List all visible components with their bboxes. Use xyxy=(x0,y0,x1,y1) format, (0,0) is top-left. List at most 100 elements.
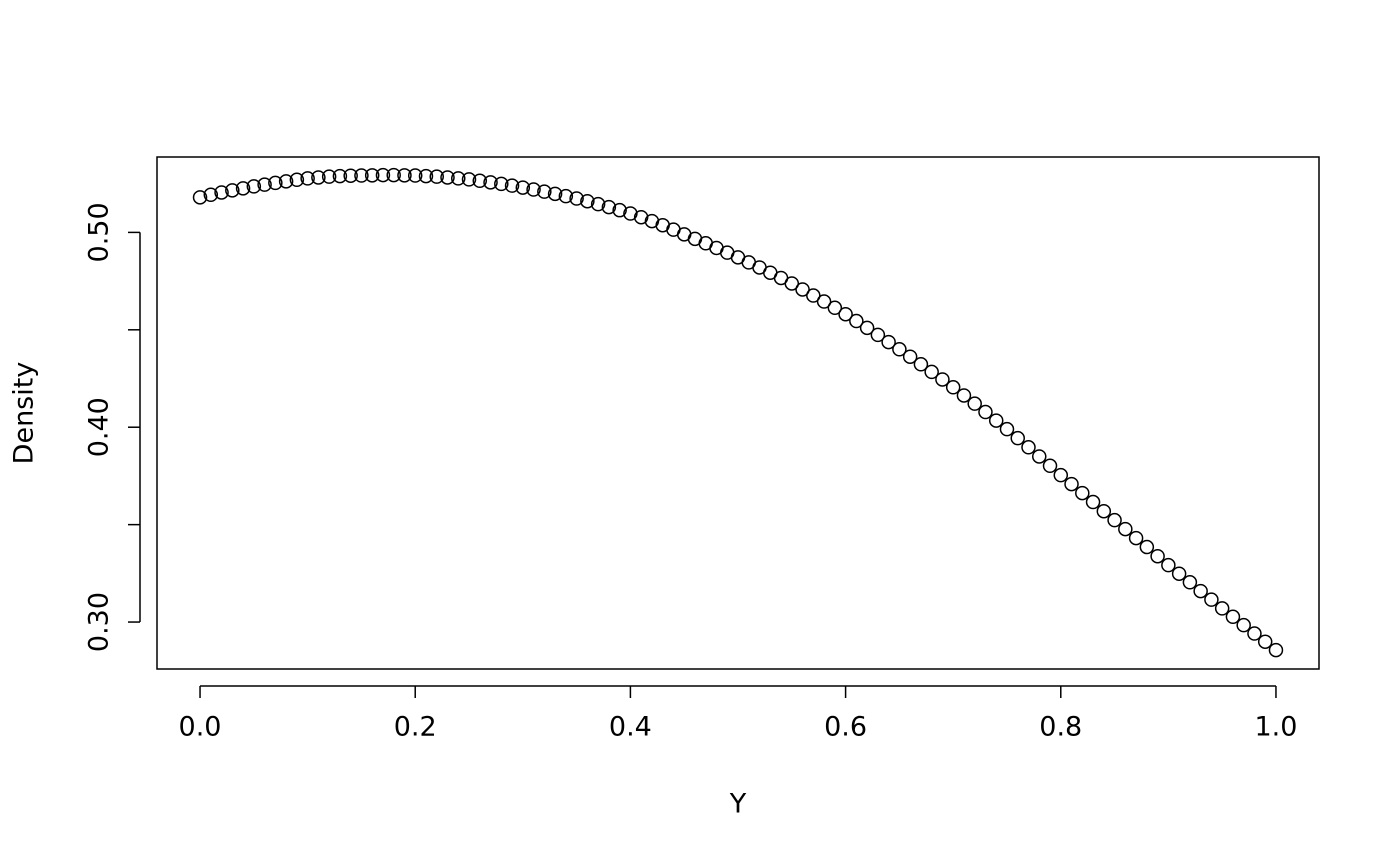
point xyxy=(1257,634,1273,649)
point xyxy=(504,178,520,193)
x-tick-label: 0.4 xyxy=(609,712,652,743)
point xyxy=(827,300,843,316)
point xyxy=(1214,601,1230,616)
x-tick-label: 1.0 xyxy=(1254,712,1297,743)
y-tick-label: 0.50 xyxy=(84,202,115,262)
point xyxy=(1053,467,1069,483)
point xyxy=(1128,530,1144,546)
point xyxy=(494,176,509,192)
point xyxy=(816,294,832,309)
point xyxy=(364,168,380,183)
point xyxy=(935,372,950,387)
point xyxy=(257,177,272,192)
point xyxy=(806,288,821,303)
x-tick-label: 0.2 xyxy=(394,712,437,743)
point xyxy=(612,202,627,218)
x-tick-label: 0.6 xyxy=(824,712,867,743)
point xyxy=(418,168,434,184)
x-axis-label: Y xyxy=(729,789,747,820)
point xyxy=(1085,494,1101,510)
point xyxy=(945,380,961,395)
point xyxy=(1182,575,1198,590)
point xyxy=(268,175,283,191)
point xyxy=(569,191,584,206)
point xyxy=(214,185,229,200)
point xyxy=(838,306,853,322)
point xyxy=(956,388,972,403)
point xyxy=(924,364,939,380)
point xyxy=(515,180,531,195)
point xyxy=(1021,440,1036,455)
point xyxy=(397,168,412,183)
point xyxy=(440,170,455,185)
point xyxy=(1193,583,1208,599)
point xyxy=(849,313,864,329)
y-tick-label: 0.30 xyxy=(84,592,115,652)
point xyxy=(590,196,606,212)
point xyxy=(1225,609,1241,625)
point xyxy=(451,171,466,186)
point xyxy=(203,187,219,203)
point xyxy=(407,168,423,183)
point xyxy=(999,421,1015,437)
point xyxy=(1150,548,1165,564)
point xyxy=(1171,566,1187,581)
point xyxy=(1032,449,1047,464)
point xyxy=(1107,512,1122,528)
point xyxy=(246,179,262,194)
point xyxy=(1268,642,1284,658)
point xyxy=(1042,458,1058,474)
point xyxy=(870,327,886,343)
point xyxy=(1064,476,1079,492)
point xyxy=(967,396,982,411)
x-tick-label: 0.8 xyxy=(1039,712,1082,743)
point xyxy=(601,199,617,215)
point xyxy=(472,173,488,189)
point xyxy=(881,334,896,350)
y-axis-label: Density xyxy=(9,362,40,465)
point xyxy=(278,174,294,189)
point xyxy=(300,171,315,186)
point xyxy=(343,168,358,183)
point xyxy=(461,172,477,187)
point xyxy=(1236,617,1251,633)
point xyxy=(537,184,552,199)
point xyxy=(332,168,348,184)
point xyxy=(892,342,907,357)
point xyxy=(192,190,208,205)
x-tick-label: 0.0 xyxy=(179,712,222,743)
point xyxy=(354,168,369,183)
point xyxy=(1118,521,1133,537)
point xyxy=(784,276,800,291)
point xyxy=(1161,557,1176,573)
point xyxy=(902,349,918,364)
point xyxy=(429,169,444,184)
point xyxy=(859,320,875,336)
point xyxy=(795,282,810,297)
point xyxy=(1204,592,1219,607)
point xyxy=(913,357,929,372)
point xyxy=(225,183,240,198)
point xyxy=(988,413,1004,428)
point xyxy=(235,181,251,196)
point xyxy=(1139,539,1155,555)
point xyxy=(526,182,541,197)
y-tick-label: 0.40 xyxy=(84,397,115,457)
point xyxy=(1075,485,1090,501)
point xyxy=(978,404,993,420)
point xyxy=(1247,626,1262,641)
point xyxy=(289,172,305,188)
point xyxy=(375,167,391,183)
point xyxy=(321,169,337,184)
point xyxy=(1010,430,1025,446)
point xyxy=(580,193,595,209)
point xyxy=(558,188,574,204)
point xyxy=(1096,503,1112,519)
point xyxy=(547,186,563,202)
plot-box xyxy=(156,156,1320,670)
point xyxy=(386,167,401,183)
point xyxy=(311,170,326,185)
point xyxy=(483,175,498,190)
